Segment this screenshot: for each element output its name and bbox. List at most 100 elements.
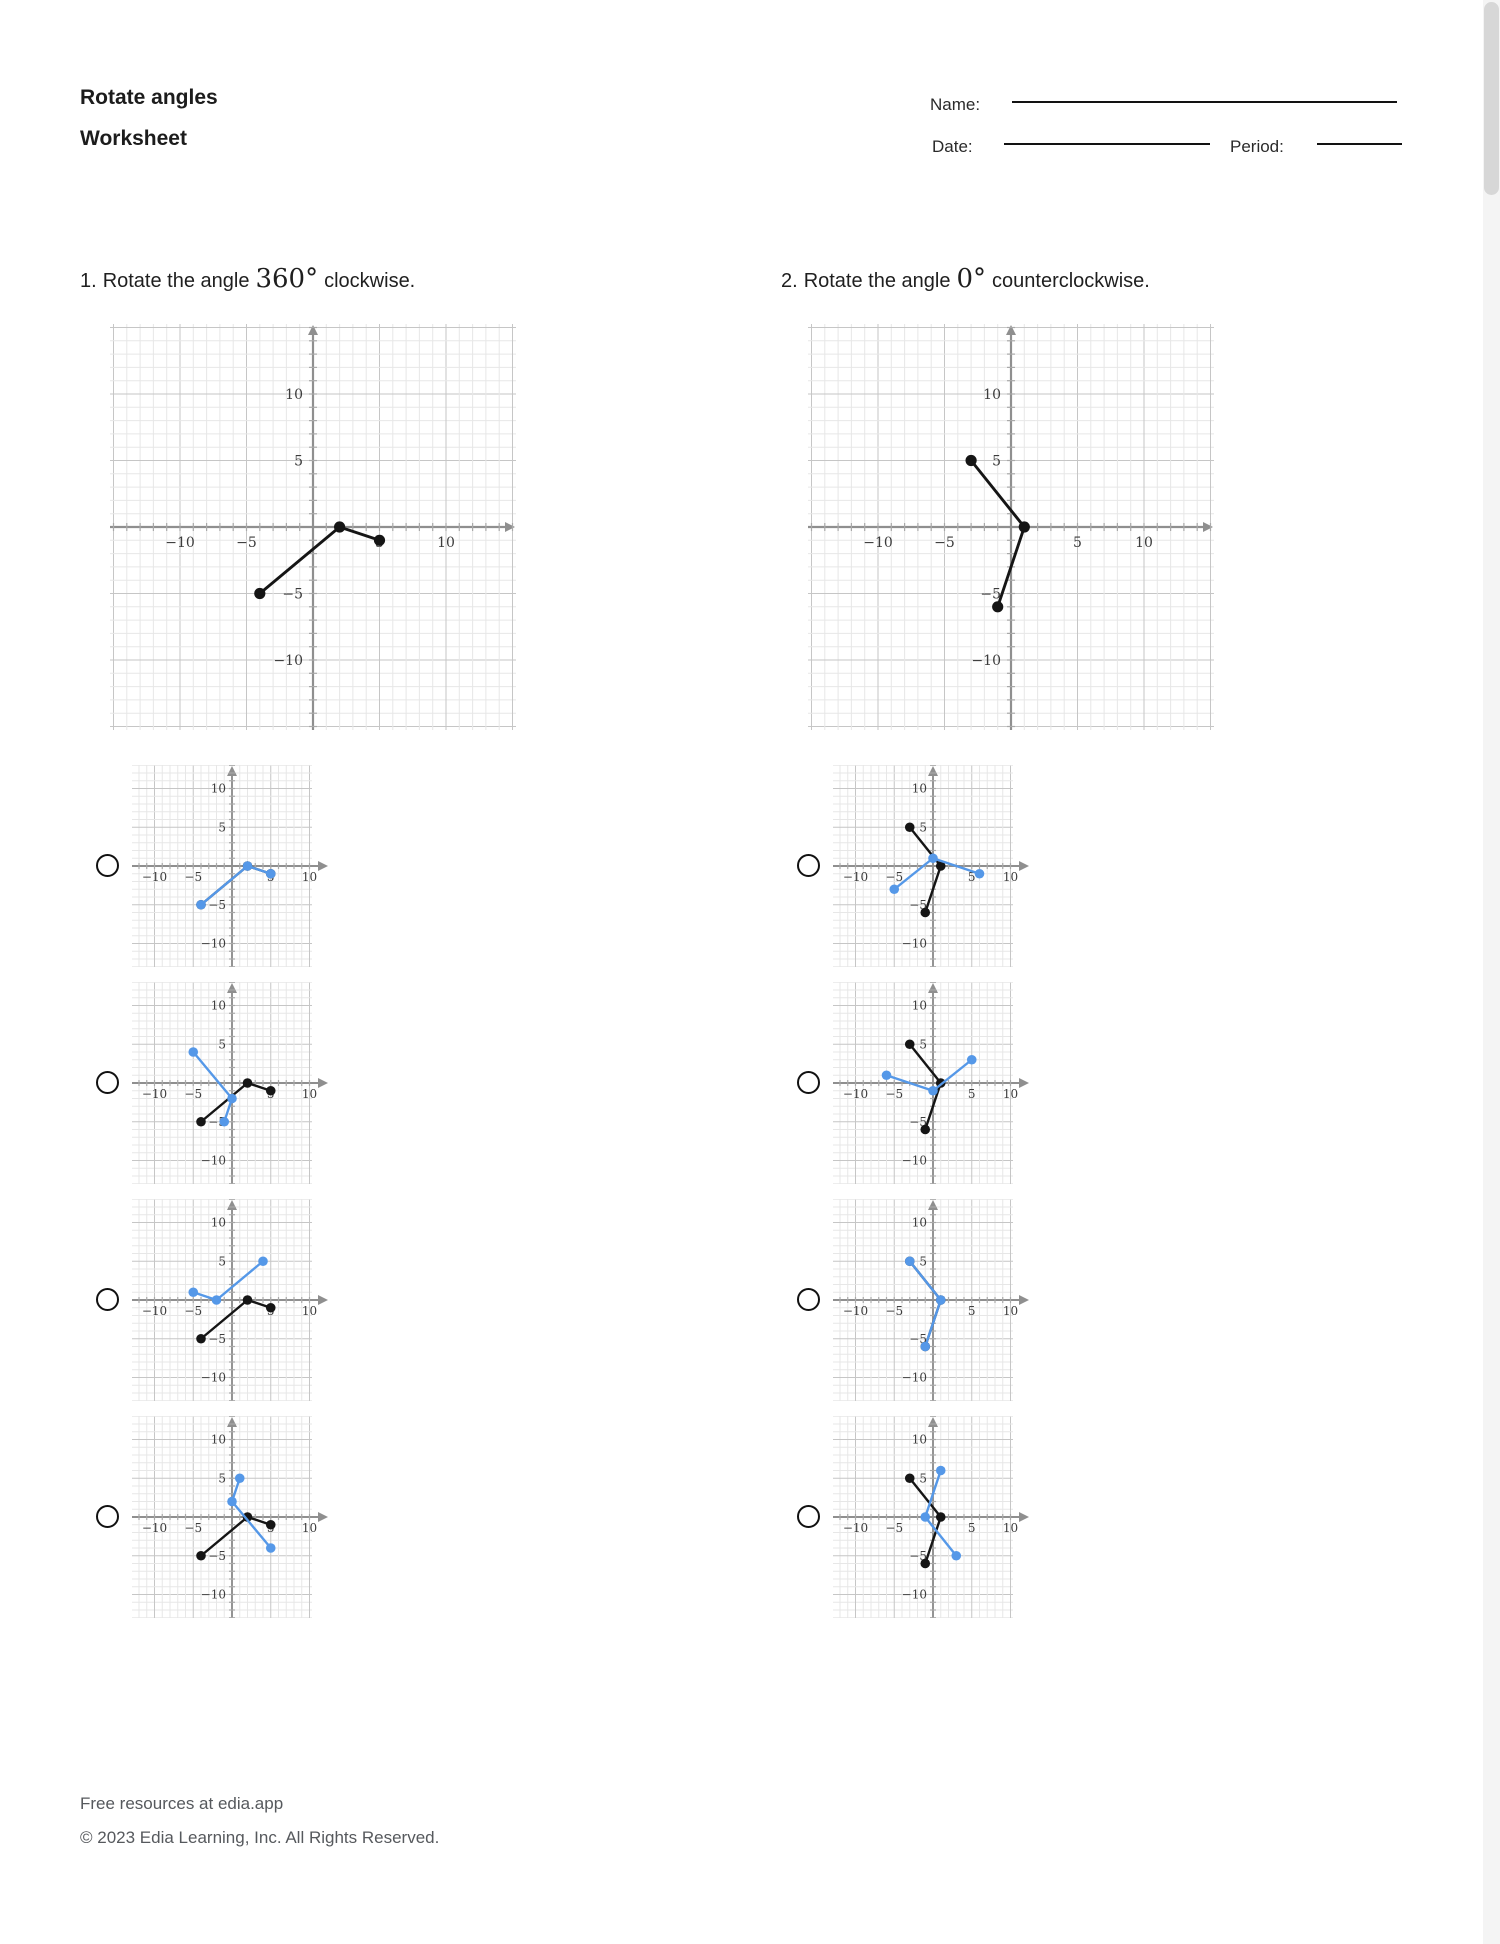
svg-text:10: 10 — [211, 1433, 226, 1447]
svg-text:−5: −5 — [184, 870, 202, 884]
svg-text:−10: −10 — [142, 1304, 167, 1318]
svg-text:10: 10 — [302, 1521, 317, 1535]
svg-text:5: 5 — [919, 1471, 927, 1485]
svg-text:−10: −10 — [843, 1521, 868, 1535]
svg-text:−5: −5 — [184, 1087, 202, 1101]
scrollbar-track[interactable] — [1483, 0, 1500, 1944]
svg-text:5: 5 — [968, 1521, 976, 1535]
svg-text:5: 5 — [919, 1254, 927, 1268]
name-blank-line — [1012, 100, 1397, 103]
q2-option-b-graph: −10 −10 −5 −5 5 5 10 10 — [833, 981, 1030, 1185]
svg-text:10: 10 — [302, 1087, 317, 1101]
worksheet-title: Rotate angles — [80, 86, 218, 109]
question-2-number: 2. — [781, 270, 798, 292]
svg-text:−10: −10 — [843, 870, 868, 884]
svg-text:−5: −5 — [934, 535, 955, 551]
q1-option-a-radio[interactable] — [96, 854, 119, 877]
svg-text:10: 10 — [912, 1433, 927, 1447]
svg-text:5: 5 — [968, 1304, 976, 1318]
q2-main-graph: −10 −10 −5 −5 5 5 10 10 — [808, 324, 1214, 730]
svg-text:−5: −5 — [909, 1115, 927, 1129]
question-1-text-before: Rotate the angle — [102, 270, 250, 292]
name-label: Name: — [930, 95, 981, 114]
svg-text:−10: −10 — [273, 653, 303, 669]
svg-text:−5: −5 — [909, 898, 927, 912]
svg-text:5: 5 — [1073, 535, 1082, 551]
svg-text:−5: −5 — [980, 586, 1001, 602]
svg-text:−10: −10 — [843, 1304, 868, 1318]
q2-option-a-graph: −10 −10 −5 −5 5 5 10 10 — [833, 764, 1030, 968]
svg-text:10: 10 — [285, 387, 303, 403]
svg-text:−10: −10 — [902, 937, 927, 951]
svg-text:5: 5 — [992, 453, 1001, 469]
svg-text:10: 10 — [912, 782, 927, 796]
svg-text:10: 10 — [912, 999, 927, 1013]
svg-text:−10: −10 — [902, 1588, 927, 1602]
footer-copyright-text: © 2023 Edia Learning, Inc. All Rights Re… — [80, 1828, 440, 1847]
svg-text:10: 10 — [1003, 1304, 1018, 1318]
q2-option-d-graph: −10 −10 −5 −5 5 5 10 10 — [833, 1415, 1030, 1619]
svg-text:−10: −10 — [201, 937, 226, 951]
svg-text:5: 5 — [218, 1037, 226, 1051]
q2-option-a-radio[interactable] — [797, 854, 820, 877]
svg-text:10: 10 — [302, 870, 317, 884]
svg-text:−10: −10 — [142, 1521, 167, 1535]
svg-text:5: 5 — [968, 870, 976, 884]
svg-text:5: 5 — [294, 453, 303, 469]
svg-text:−10: −10 — [142, 1087, 167, 1101]
svg-text:−10: −10 — [863, 535, 893, 551]
svg-text:−5: −5 — [184, 1304, 202, 1318]
date-blank-line — [1004, 142, 1210, 145]
svg-text:10: 10 — [437, 535, 455, 551]
svg-text:10: 10 — [211, 1216, 226, 1230]
svg-text:−10: −10 — [902, 1154, 927, 1168]
svg-text:−10: −10 — [902, 1371, 927, 1385]
svg-text:5: 5 — [919, 820, 927, 834]
svg-text:5: 5 — [218, 1471, 226, 1485]
question-1-heading: 1. Rotate the angle 360° clockwise. — [80, 266, 415, 293]
q1-option-d-radio[interactable] — [96, 1505, 119, 1528]
worksheet-subtitle: Worksheet — [80, 127, 187, 150]
svg-text:5: 5 — [218, 820, 226, 834]
svg-text:−5: −5 — [236, 535, 257, 551]
svg-text:−5: −5 — [184, 1521, 202, 1535]
svg-text:5: 5 — [919, 1037, 927, 1051]
svg-text:−5: −5 — [885, 870, 903, 884]
svg-text:10: 10 — [1003, 1521, 1018, 1535]
svg-text:−10: −10 — [971, 653, 1001, 669]
footer-resources-text: Free resources at edia.app — [80, 1794, 284, 1813]
q2-option-b-radio[interactable] — [797, 1071, 820, 1094]
svg-text:10: 10 — [912, 1216, 927, 1230]
svg-text:−5: −5 — [208, 1332, 226, 1346]
svg-text:−5: −5 — [885, 1304, 903, 1318]
date-label: Date: — [932, 137, 973, 156]
svg-text:−5: −5 — [885, 1087, 903, 1101]
svg-text:−5: −5 — [208, 898, 226, 912]
svg-text:−5: −5 — [282, 586, 303, 602]
q2-option-d-radio[interactable] — [797, 1505, 820, 1528]
question-1-number: 1. — [80, 270, 97, 292]
svg-text:10: 10 — [302, 1304, 317, 1318]
scrollbar-thumb[interactable] — [1484, 2, 1499, 195]
svg-text:−10: −10 — [201, 1154, 226, 1168]
q2-option-c-radio[interactable] — [797, 1288, 820, 1311]
period-label: Period: — [1230, 137, 1284, 156]
q1-option-b-radio[interactable] — [96, 1071, 119, 1094]
svg-text:10: 10 — [211, 999, 226, 1013]
svg-text:−10: −10 — [165, 535, 195, 551]
q1-option-c-radio[interactable] — [96, 1288, 119, 1311]
svg-text:−10: −10 — [201, 1371, 226, 1385]
question-1-text-after: clockwise. — [324, 270, 416, 292]
svg-text:5: 5 — [218, 1254, 226, 1268]
svg-text:−5: −5 — [885, 1521, 903, 1535]
svg-text:−5: −5 — [909, 1332, 927, 1346]
svg-text:10: 10 — [211, 782, 226, 796]
question-2-angle: 0° — [956, 264, 987, 294]
svg-text:10: 10 — [1003, 1087, 1018, 1101]
question-2-heading: 2. Rotate the angle 0° counterclockwise. — [781, 266, 1150, 293]
